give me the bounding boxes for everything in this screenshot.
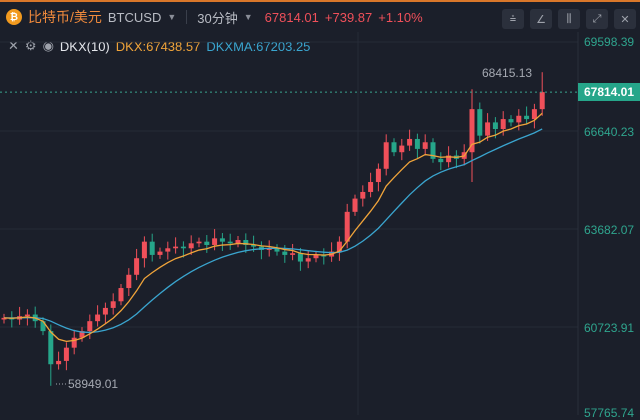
candle-body <box>469 109 475 153</box>
line-tool-icon[interactable]: ⩮ <box>502 9 524 29</box>
candle-body <box>95 314 101 322</box>
candle-body <box>368 182 374 192</box>
candle-body <box>282 251 288 255</box>
candle-body <box>110 301 116 308</box>
current-price-badge: 67814.01 <box>578 83 640 101</box>
candle-body <box>352 198 358 212</box>
candle-body <box>87 321 93 332</box>
candle-body <box>414 138 420 149</box>
candle-body <box>407 138 413 146</box>
candle-body <box>40 321 46 332</box>
bitcoin-icon: ₿ <box>6 9 22 25</box>
candle-body <box>531 109 537 120</box>
symbol-header: ₿ 比特币/美元 BTCUSD ▼ 30分钟 ▼ 67814.01 +739.8… <box>0 0 640 32</box>
candle-body <box>102 307 108 315</box>
candle-body <box>274 248 280 252</box>
candle-body <box>399 145 405 153</box>
candle-body <box>336 241 342 252</box>
last-price: 67814.01 <box>264 9 319 25</box>
candle-body <box>492 122 498 130</box>
candle-body <box>500 119 506 130</box>
candle-body <box>63 347 69 361</box>
dkx-line <box>3 112 543 343</box>
candle-body <box>344 211 350 242</box>
candle-body <box>251 244 257 247</box>
candle-body <box>134 258 140 275</box>
draw-icon[interactable]: ∠ <box>530 9 552 29</box>
candle-body <box>485 122 491 136</box>
candle-body <box>212 238 218 245</box>
candle-body <box>48 331 54 365</box>
y-tick-label: 63682.07 <box>584 223 635 237</box>
candle-body <box>383 142 389 169</box>
candle-body <box>446 155 452 163</box>
high-label: 68415.13 <box>482 66 533 80</box>
candle-body <box>188 243 194 249</box>
candle-body <box>524 115 530 120</box>
candle-body <box>305 258 311 262</box>
eye-icon[interactable]: ◉ <box>42 38 54 53</box>
candle-body <box>141 241 147 259</box>
settings-icon[interactable]: ⚙ <box>24 38 37 53</box>
candle-body <box>157 251 163 255</box>
candle-body <box>204 241 210 245</box>
candle-body <box>180 246 186 249</box>
pair-name[interactable]: 比特币/美元 <box>28 9 102 25</box>
candle-body <box>539 92 545 110</box>
symbol-code[interactable]: BTCUSD <box>107 9 162 25</box>
low-label: 58949.01 <box>68 377 119 391</box>
candle-body <box>196 241 202 244</box>
candle-body <box>290 253 296 255</box>
price-change: +739.87 <box>324 9 373 25</box>
y-tick-label: 60723.91 <box>584 321 635 335</box>
candle-body <box>165 248 171 252</box>
candle-body <box>297 253 303 262</box>
divider <box>186 10 188 24</box>
price-change-pct: +1.10% <box>378 9 423 25</box>
candle-body <box>126 274 132 289</box>
candle-body <box>438 158 444 163</box>
candle-body <box>227 241 233 244</box>
interval-select[interactable]: 30分钟 <box>197 10 238 26</box>
candle-body <box>508 119 514 123</box>
candle-body <box>149 241 155 255</box>
candle-body <box>430 142 436 159</box>
close-icon[interactable]: ✕ <box>614 9 636 29</box>
candle-body <box>266 248 272 250</box>
candle-body <box>1 317 7 320</box>
candle-body <box>360 191 366 199</box>
chevron-down-icon[interactable]: ▼ <box>167 12 177 22</box>
candle-body <box>422 142 428 149</box>
candle-body <box>391 142 397 153</box>
fullscreen-icon[interactable]: ⤢ <box>586 9 608 29</box>
candle-body <box>79 331 85 338</box>
candle-body <box>516 115 522 123</box>
remove-indicator-icon[interactable]: ✕ <box>8 38 19 53</box>
candle-body <box>477 109 483 136</box>
candle-body <box>235 240 241 244</box>
candle-body <box>71 337 77 348</box>
candle-body <box>375 168 381 183</box>
candle-type-icon[interactable]: ⫼ <box>558 9 580 29</box>
y-tick-label: 69598.39 <box>584 35 635 49</box>
candle-body <box>219 238 225 242</box>
candle-body <box>118 288 124 302</box>
chevron-down-icon[interactable]: ▼ <box>243 12 253 22</box>
y-tick-label: 66640.23 <box>584 125 635 139</box>
candle-body <box>56 360 62 365</box>
candle-body <box>173 246 179 249</box>
dkxma-line <box>3 128 543 334</box>
candle-body <box>321 254 327 257</box>
y-tick-label: 57765.74 <box>584 406 635 420</box>
candle-body <box>24 314 30 317</box>
candle-body <box>243 240 249 245</box>
candle-body <box>313 254 319 259</box>
